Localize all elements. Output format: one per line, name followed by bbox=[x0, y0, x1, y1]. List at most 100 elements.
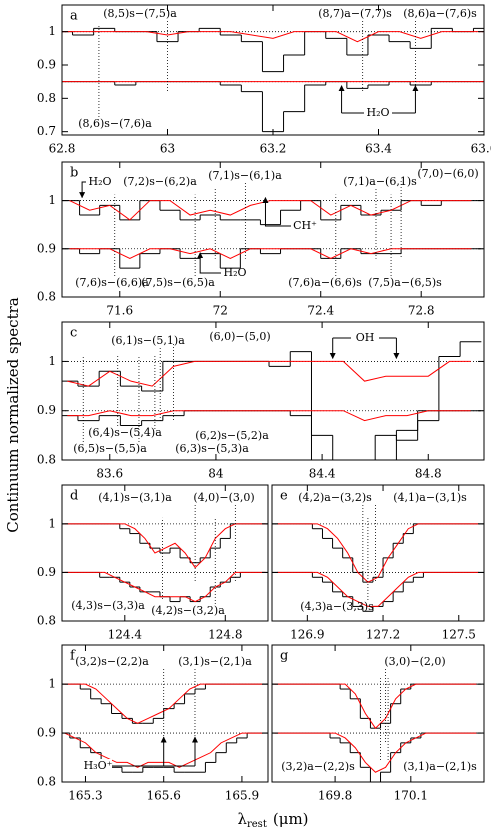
panel-label: b bbox=[70, 166, 78, 181]
frame bbox=[61, 644, 269, 783]
x-tick-label: 84 bbox=[208, 467, 224, 481]
species-label: H₃O⁺ bbox=[84, 759, 113, 772]
x-tick-label: 84.4 bbox=[309, 467, 336, 481]
plot-area bbox=[62, 200, 484, 269]
panel-label: d bbox=[70, 489, 78, 504]
model-line bbox=[64, 523, 266, 569]
y-tick-label: 0.8 bbox=[37, 614, 56, 628]
model-line bbox=[69, 248, 472, 259]
x-tick-label: 63 bbox=[160, 142, 175, 156]
x-tick-label: 124.8 bbox=[208, 628, 242, 642]
frame bbox=[271, 484, 485, 622]
panel: 169.8 170.1 g (3,0)−(2,0) (3,2)a−(2,2)s (3,1)… bbox=[271, 644, 485, 803]
model-line bbox=[277, 523, 479, 583]
y-axis-title: Continuum normalized spectra bbox=[4, 297, 22, 533]
species-arrow bbox=[197, 252, 221, 274]
y-tick-label: 0.8 bbox=[37, 453, 56, 467]
species-label: CH⁺ bbox=[293, 219, 317, 232]
frame bbox=[61, 484, 269, 622]
plot-area bbox=[62, 341, 484, 460]
species-label: H₂O bbox=[88, 175, 111, 188]
transition-label: (7,0)−(6,0) bbox=[417, 167, 478, 180]
transition-label: (4,3)a−(3,3)s bbox=[300, 600, 374, 613]
transition-label: (6,0)−(5,0) bbox=[209, 330, 270, 343]
y-tick-label: 1 bbox=[48, 193, 56, 207]
plot-area bbox=[62, 27, 484, 133]
y-tick-label: 0.8 bbox=[37, 775, 56, 789]
panel-label: e bbox=[280, 489, 288, 504]
x-tick-label: 127.5 bbox=[442, 628, 476, 642]
model-line bbox=[69, 200, 472, 221]
x-tick-label: 127.2 bbox=[366, 628, 400, 642]
y-tick-label: 1 bbox=[48, 24, 56, 38]
transition-label: (6,5)s−(5,5)a bbox=[73, 442, 147, 455]
frame bbox=[61, 4, 485, 136]
model-line bbox=[64, 571, 266, 603]
x-tick-label: 71.6 bbox=[106, 304, 133, 318]
panel: 126.9 127.2 127.5 e (4,2)a−(3,2)s (4,1)a−(3,1… bbox=[271, 484, 485, 642]
y-tick-label: 0.9 bbox=[37, 58, 56, 72]
transition-label: (7,6)s−(6,6)a bbox=[75, 276, 149, 289]
plot-area bbox=[272, 523, 484, 612]
panel: 62.8 63 63.2 63.4 63.6 0.7 0.8 0.9 1a (8,5)s−(7,5… bbox=[37, 4, 491, 156]
model-line bbox=[274, 683, 477, 729]
y-tick-label: 0.7 bbox=[37, 124, 56, 138]
y-tick-label: 1 bbox=[48, 354, 56, 368]
species-label: H₂O bbox=[223, 266, 246, 279]
x-tick-label: 165.3 bbox=[68, 789, 102, 803]
y-tick-label: 0.9 bbox=[37, 241, 56, 255]
species-arrow bbox=[79, 181, 86, 199]
x-tick-label: 72.8 bbox=[408, 304, 435, 318]
x-tick-label: 83.6 bbox=[96, 467, 123, 481]
y-tick-label: 0.9 bbox=[37, 726, 56, 740]
panel: 83.6 84 84.4 84.8 0.8 0.9 1c (6,1)s−(5,1)a (6,0)… bbox=[37, 321, 485, 481]
x-tick-label: 62.8 bbox=[49, 142, 76, 156]
transition-label: (6,3)s−(5,3)a bbox=[175, 442, 249, 455]
x-tick-label: 72 bbox=[213, 304, 228, 318]
y-tick-label: 1 bbox=[48, 677, 56, 691]
y-tick-label: 1 bbox=[48, 516, 56, 530]
x-axis-unit: (μm) bbox=[273, 810, 309, 828]
x-tick-label: 126.9 bbox=[290, 628, 324, 642]
transition-label: (3,2)s−(2,2)a bbox=[75, 655, 149, 668]
transition-label: (8,6)s−(7,6)a bbox=[78, 117, 152, 130]
x-tick-label: 72.4 bbox=[307, 304, 334, 318]
model-line bbox=[274, 732, 477, 773]
model-line bbox=[67, 410, 471, 422]
x-tick-label: 170.1 bbox=[394, 789, 428, 803]
species-arrow bbox=[262, 196, 291, 227]
label-background bbox=[364, 106, 392, 120]
transition-label: (4,2)s−(3,2)a bbox=[151, 604, 225, 617]
transition-label: (6,2)s−(5,2)a bbox=[195, 429, 269, 442]
transition-label: (4,0)−(3,0) bbox=[193, 491, 254, 504]
transition-label: (8,6)a−(7,6)s bbox=[403, 7, 477, 20]
x-tick-label: 84.8 bbox=[415, 467, 442, 481]
transition-label: (8,5)s−(7,5)a bbox=[103, 7, 177, 20]
x-tick-label: 124.4 bbox=[108, 628, 143, 642]
species-label: OH bbox=[356, 331, 375, 344]
species-label: H₂O bbox=[366, 106, 389, 119]
transition-label: (7,6)a−(6,6)s bbox=[288, 276, 362, 289]
transition-label: (6,4)s−(5,4)a bbox=[88, 426, 162, 439]
panel-label: g bbox=[280, 649, 288, 664]
transition-label: (7,1)a−(6,1)s bbox=[343, 175, 417, 188]
frame bbox=[61, 321, 485, 461]
transition-label: (3,1)s−(2,1)a bbox=[178, 655, 252, 668]
x-tick-label: 63.6 bbox=[471, 142, 491, 156]
panel-label: a bbox=[70, 9, 78, 24]
plot-area bbox=[272, 683, 484, 782]
x-tick-label: 63.4 bbox=[365, 142, 392, 156]
frame bbox=[61, 161, 485, 298]
transition-label: (7,2)s−(6,2)a bbox=[123, 175, 197, 188]
y-tick-label: 0.8 bbox=[37, 91, 56, 105]
label-background bbox=[351, 331, 379, 345]
panel: 124.4 124.8 0.8 0.9 1d (4,1)s−(3,1)a (4,0)−(3,… bbox=[37, 484, 269, 642]
x-axis-subscript: rest bbox=[247, 819, 267, 830]
x-tick-label: 169.8 bbox=[318, 789, 352, 803]
transition-label: (4,1)s−(3,1)a bbox=[98, 491, 172, 504]
model-line bbox=[67, 360, 471, 387]
transition-label: (4,1)a−(3,1)s bbox=[393, 491, 467, 504]
x-tick-label: 165.6 bbox=[147, 789, 181, 803]
